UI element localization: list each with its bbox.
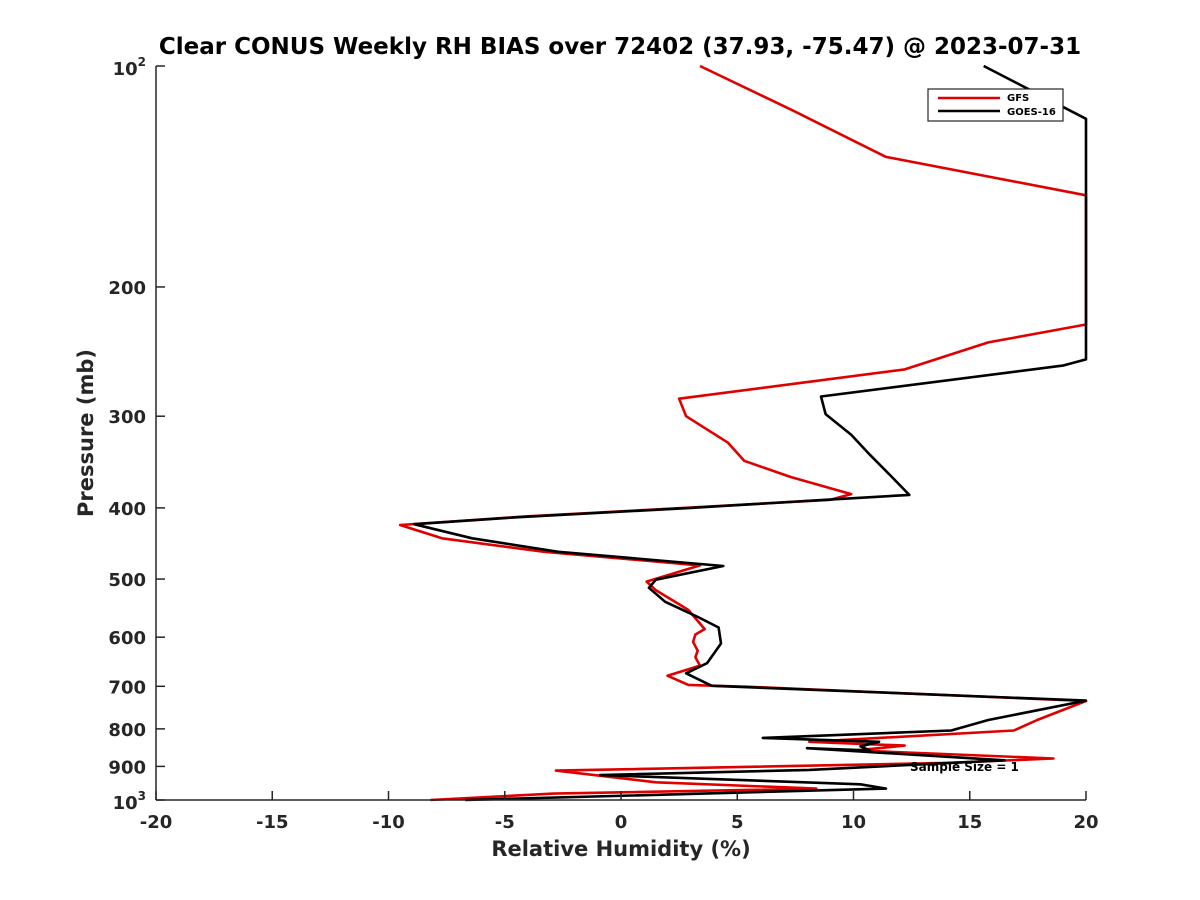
legend-box: [927, 88, 1064, 122]
x-tick-label: -15: [256, 812, 289, 833]
y-tick-label: 600: [108, 628, 146, 649]
x-axis-label: Relative Humidity (%): [491, 837, 750, 861]
y-tick-label: 200: [108, 278, 146, 299]
x-tick-label: 15: [957, 812, 982, 833]
sample-size-annotation: Sample Size = 1: [910, 760, 1019, 774]
series-line-gfs: [398, 64, 1088, 802]
y-tick-label: 103: [113, 789, 146, 814]
y-tick-label: 300: [108, 407, 146, 428]
y-tick-label: 800: [108, 720, 146, 741]
series-line-goes16: [412, 64, 1088, 802]
x-ticks: -20 -15 -10 -5 0 5 10 15 20: [140, 791, 1099, 833]
y-tick-label: 700: [108, 677, 146, 698]
x-tick-label: -10: [372, 812, 405, 833]
x-tick-label: 5: [731, 812, 744, 833]
x-tick-label: 10: [841, 812, 866, 833]
y-axis-label: Pressure (mb): [74, 349, 98, 517]
y-tick-label: 500: [108, 570, 146, 591]
y-ticks: 102 200 300 400 500 600 700 800 900 103: [108, 55, 165, 814]
chart-title: Clear CONUS Weekly RH BIAS over 72402 (3…: [159, 34, 1081, 60]
y-tick-label: 400: [108, 499, 146, 520]
legend-label-goes16: GOES-16: [1007, 107, 1056, 118]
plot-lines: [398, 64, 1088, 802]
x-tick-label: -20: [140, 812, 173, 833]
legend-label-gfs: GFS: [1007, 93, 1029, 104]
y-tick-label: 900: [108, 757, 146, 778]
y-tick-label: 102: [113, 55, 146, 80]
x-tick-label: 0: [615, 812, 628, 833]
legend: GFS GOES-16: [927, 88, 1064, 122]
axes: [155, 66, 1086, 801]
x-tick-label: 20: [1073, 812, 1098, 833]
x-tick-label: -5: [495, 812, 515, 833]
